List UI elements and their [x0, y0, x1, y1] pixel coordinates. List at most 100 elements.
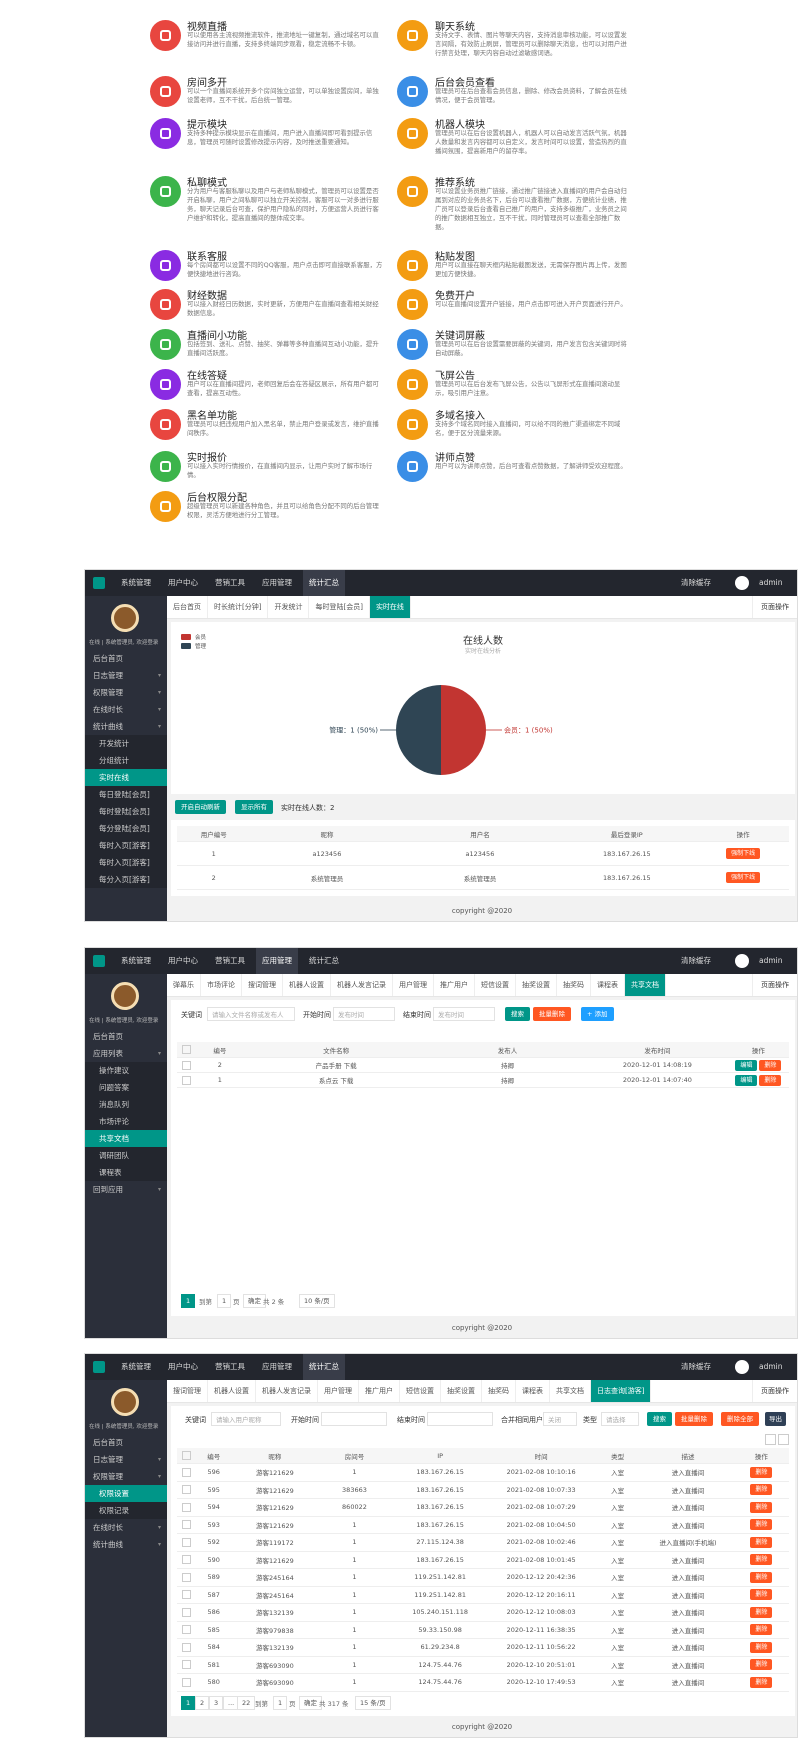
tab[interactable]: 推广用户 [434, 974, 475, 996]
nav-item[interactable]: 系统管理 [121, 1362, 151, 1371]
page-size-select[interactable]: 15 条/页 [355, 1696, 391, 1710]
tab[interactable]: 后台首页 [167, 596, 208, 618]
tab[interactable]: 搜词管理 [242, 974, 283, 996]
tab[interactable]: 共享文档 [550, 1380, 591, 1402]
side-subitem[interactable]: 权限记录 [85, 1502, 167, 1519]
page-menu[interactable]: 页面操作 [752, 596, 797, 618]
side-subitem[interactable]: 消息队列 [85, 1096, 167, 1113]
side-subitem[interactable]: 每时入页[游客] [85, 854, 167, 871]
nav-item[interactable]: 营销工具 [215, 956, 245, 965]
export-button[interactable]: 导出 [765, 1412, 786, 1426]
page-size-select[interactable]: 10 条/页 [299, 1294, 335, 1308]
tab[interactable]: 实时在线 [369, 596, 411, 618]
tab[interactable]: 课程表 [591, 974, 625, 996]
user-name[interactable]: admin [759, 1362, 783, 1371]
checkbox[interactable] [181, 1660, 191, 1670]
tab[interactable]: 开发统计 [268, 596, 310, 618]
nav-item[interactable]: 应用管理 [262, 1362, 292, 1371]
checkbox[interactable] [181, 1451, 191, 1460]
start-input[interactable] [321, 1412, 387, 1426]
row-button[interactable]: 强制下线 [726, 848, 761, 859]
tab[interactable]: 短信设置 [475, 974, 516, 996]
tab[interactable]: 弹幕乐 [167, 974, 201, 996]
row-button[interactable]: 删除 [750, 1589, 773, 1601]
side-item[interactable]: 统计曲线 ▾ [85, 1536, 167, 1553]
user-name[interactable]: admin [759, 578, 783, 587]
end-input[interactable] [427, 1412, 493, 1426]
checkbox[interactable] [181, 1045, 191, 1054]
checkbox[interactable] [181, 1625, 191, 1635]
side-subitem[interactable]: 市场评论 [85, 1113, 167, 1130]
page-input[interactable]: 1 [217, 1294, 232, 1308]
pie-slice[interactable] [396, 685, 441, 775]
side-item[interactable]: 权限管理 ▾ [85, 684, 167, 701]
row-button[interactable]: 删除 [750, 1606, 773, 1618]
tab[interactable]: 搜词管理 [167, 1380, 208, 1402]
start-input[interactable]: 发布时间 [333, 1007, 395, 1021]
tab[interactable]: 推广用户 [359, 1380, 400, 1402]
legend-swatch[interactable] [181, 634, 191, 640]
tab[interactable]: 课程表 [516, 1380, 550, 1402]
side-item[interactable]: 日志管理 ▾ [85, 667, 167, 684]
row-button[interactable]: 删除 [750, 1466, 773, 1478]
pie-slice[interactable] [441, 685, 486, 775]
auto-refresh-button[interactable]: 开启自动刷新 [175, 800, 226, 814]
page-button[interactable]: 3 [209, 1696, 224, 1710]
side-subitem[interactable]: 问题答案 [85, 1079, 167, 1096]
nav-item[interactable]: 用户中心 [168, 1362, 198, 1371]
nav-item[interactable]: 营销工具 [215, 1362, 245, 1371]
side-subitem[interactable]: 每时登陆[会员] [85, 803, 167, 820]
menu-toggle[interactable] [93, 577, 105, 589]
row-button[interactable]: 删除 [759, 1059, 782, 1071]
nav-item[interactable]: 系统管理 [121, 956, 151, 965]
checkbox[interactable] [181, 1642, 191, 1652]
row-button[interactable]: 删除 [759, 1074, 782, 1086]
nav-item[interactable]: 用户中心 [168, 956, 198, 965]
tab[interactable]: 机器人设置 [208, 1380, 256, 1402]
tab[interactable]: 机器人设置 [283, 974, 331, 996]
end-input[interactable]: 发布时间 [433, 1007, 495, 1021]
nav-item[interactable]: 应用管理 [262, 578, 292, 587]
side-item[interactable]: 统计曲线 ▾ [85, 718, 167, 735]
checkbox[interactable] [181, 1467, 191, 1477]
nav-item[interactable]: 统计汇总 [303, 1354, 345, 1380]
row-button[interactable]: 删除 [750, 1641, 773, 1653]
side-item[interactable]: 在线时长 ▾ [85, 1519, 167, 1536]
tab[interactable]: 短信设置 [400, 1380, 441, 1402]
nav-item[interactable]: 营销工具 [215, 578, 245, 587]
clear-cache[interactable]: 清除缓存 [681, 956, 711, 965]
side-item[interactable]: 日志管理 ▾ [85, 1451, 167, 1468]
row-button[interactable]: 删除 [750, 1554, 773, 1566]
checkbox[interactable] [181, 1537, 191, 1547]
row-button[interactable]: 删除 [750, 1624, 773, 1636]
search-button[interactable]: 搜索 [505, 1007, 530, 1021]
side-subitem[interactable]: 每日登陆[会员] [85, 786, 167, 803]
show-all-button[interactable]: 显示所有 [235, 800, 273, 814]
side-item[interactable]: 在线时长 ▾ [85, 701, 167, 718]
checkbox[interactable] [181, 1075, 191, 1085]
side-subitem[interactable]: 调研团队 [85, 1147, 167, 1164]
delete-all-button[interactable]: 删除全部 [721, 1412, 759, 1426]
menu-toggle[interactable] [93, 955, 105, 967]
row-button[interactable]: 删除 [750, 1659, 773, 1671]
legend-swatch[interactable] [181, 643, 191, 649]
tab[interactable]: 时长统计[分钟] [208, 596, 269, 618]
menu-toggle[interactable] [93, 1361, 105, 1373]
page-button[interactable]: 1 [181, 1696, 196, 1710]
row-button[interactable]: 删除 [750, 1571, 773, 1583]
row-button[interactable]: 删除 [750, 1536, 773, 1548]
checkbox[interactable] [181, 1572, 191, 1582]
nav-item[interactable]: 统计汇总 [309, 956, 339, 965]
checkbox[interactable] [181, 1555, 191, 1565]
page-button[interactable]: 22 [237, 1696, 256, 1710]
tool-icon[interactable] [778, 1434, 789, 1445]
row-button[interactable]: 删除 [750, 1676, 773, 1688]
tab[interactable]: 抽奖码 [482, 1380, 516, 1402]
type-select[interactable]: 请选择 [601, 1412, 639, 1426]
tab[interactable]: 市场评论 [201, 974, 242, 996]
row-button[interactable]: 编辑 [735, 1074, 758, 1086]
side-subitem[interactable]: 操作建议 [85, 1062, 167, 1079]
tab[interactable]: 机器人发言记录 [331, 974, 393, 996]
side-item[interactable]: 回到应用 ▾ [85, 1181, 167, 1198]
side-subitem[interactable]: 每时入页[游客] [85, 837, 167, 854]
